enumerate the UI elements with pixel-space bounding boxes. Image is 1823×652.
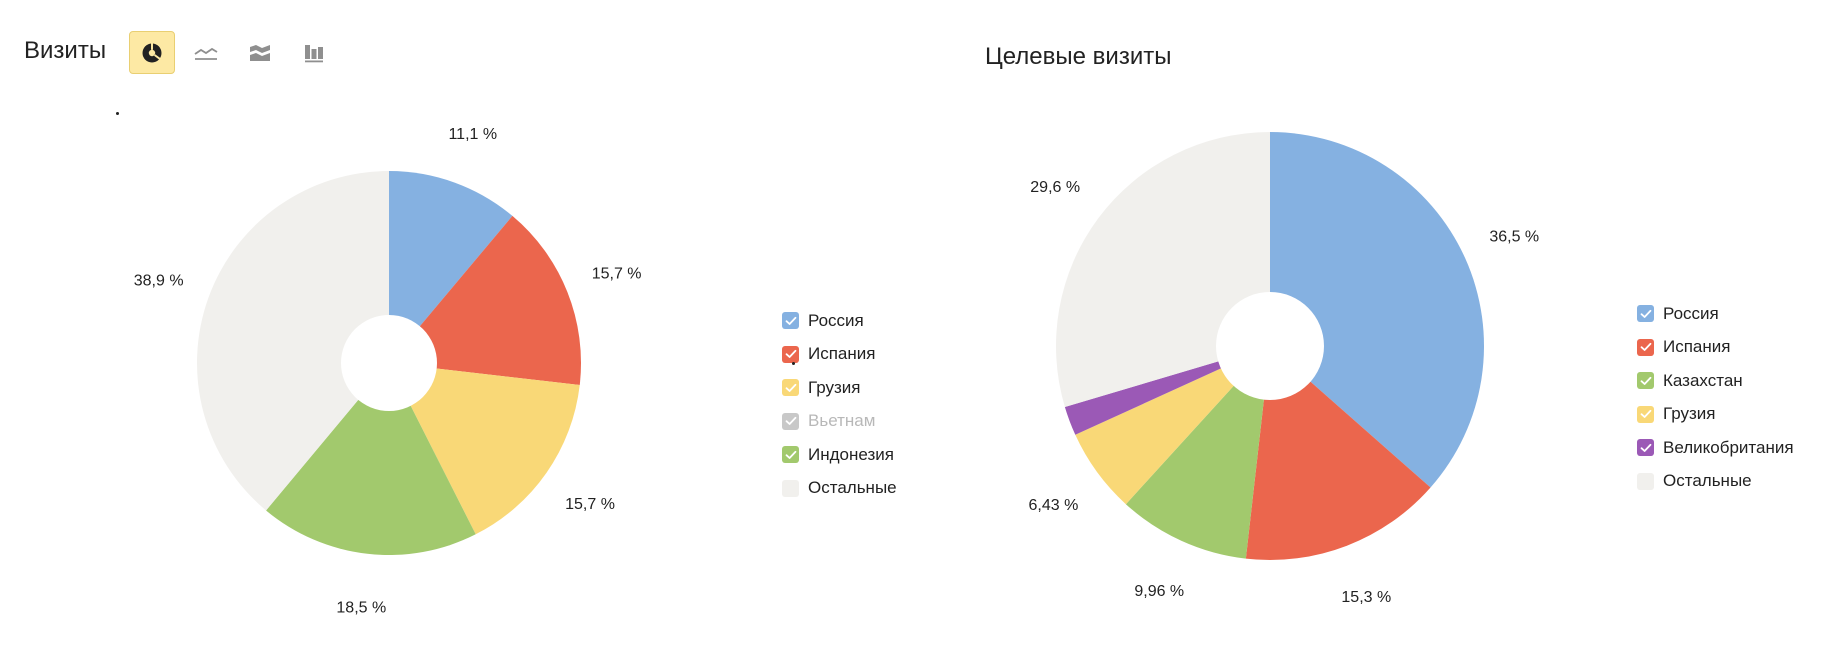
pie-slice-остальные[interactable]: [1056, 132, 1270, 407]
legend-label: Остальные: [1663, 471, 1752, 491]
legend-item-индонезия[interactable]: Индонезия: [782, 438, 897, 472]
pie-slice-label: 6,43 %: [1029, 497, 1079, 514]
pie-slice-label: 38,9 %: [134, 273, 184, 290]
chart-title-target-visits: Целевые визиты: [985, 43, 1172, 70]
legend-item-остальные[interactable]: Остальные: [782, 472, 897, 506]
chart-title-visits: Визиты: [24, 37, 107, 64]
legend-label: Испания: [808, 344, 876, 364]
area-chart-button[interactable]: [237, 31, 283, 74]
pie-slice-label: 15,7 %: [592, 265, 642, 282]
pie-slice-label: 9,96 %: [1134, 583, 1184, 600]
pie-slice-label: 15,7 %: [565, 496, 615, 513]
pie-slice-остальные[interactable]: [196, 171, 389, 511]
checkbox-icon[interactable]: [782, 379, 799, 397]
pie-slice-label: 18,5 %: [336, 599, 386, 616]
stray-dot: [116, 112, 119, 115]
legend-item-россия[interactable]: Россия: [1637, 297, 1794, 331]
legend-item-россия[interactable]: Россия: [782, 304, 897, 338]
legend-label: Казахстан: [1663, 370, 1743, 390]
stray-dot: [792, 362, 795, 365]
pie-slice-казахстан[interactable]: [1125, 346, 1270, 559]
checkbox-icon[interactable]: [1637, 439, 1654, 457]
pie-slice-label: 29,6 %: [1030, 179, 1080, 196]
legend-label: Остальные: [808, 478, 897, 498]
line-chart-icon: [194, 47, 218, 60]
legend-item-великобритания[interactable]: Великобритания: [1637, 431, 1794, 465]
chart-type-toolbar: [129, 31, 337, 74]
legend-label: Грузия: [1663, 404, 1716, 424]
legend-label: Россия: [1663, 303, 1719, 323]
pie-chart-icon: [142, 43, 162, 62]
stacked-bar-chart-button[interactable]: [291, 31, 337, 74]
pie-slice-великобритания[interactable]: [1064, 346, 1270, 435]
pie-slice-label: 36,5 %: [1489, 229, 1539, 246]
checkbox-icon[interactable]: [782, 479, 799, 497]
area-chart-icon: [250, 44, 270, 61]
checkbox-icon[interactable]: [1637, 338, 1654, 356]
legend-item-испания[interactable]: Испания: [782, 338, 897, 372]
checkbox-icon[interactable]: [1637, 405, 1654, 423]
legend-item-вьетнам[interactable]: Вьетнам: [782, 405, 897, 439]
pie-slice-label: 11,1 %: [448, 126, 497, 143]
pie-slice-label: 15,3 %: [1341, 589, 1391, 606]
legend-label: Испания: [1663, 337, 1731, 357]
legend-item-грузия[interactable]: Грузия: [782, 371, 897, 405]
pie-slice-россия[interactable]: [1270, 132, 1485, 488]
legend-item-грузия[interactable]: Грузия: [1637, 398, 1794, 432]
checkbox-icon[interactable]: [1637, 372, 1654, 390]
checkbox-icon[interactable]: [782, 412, 799, 430]
checkbox-icon[interactable]: [782, 312, 799, 330]
checkbox-icon[interactable]: [1637, 305, 1654, 323]
legend-label: Великобритания: [1663, 437, 1794, 457]
checkbox-icon[interactable]: [782, 345, 799, 363]
legend-item-остальные[interactable]: Остальные: [1637, 465, 1794, 499]
legend-label: Грузия: [808, 377, 861, 397]
legend-label: Вьетнам: [808, 411, 876, 431]
checkbox-icon[interactable]: [1637, 472, 1654, 490]
line-chart-button[interactable]: [183, 31, 229, 74]
pie-slice-россия[interactable]: [389, 171, 513, 363]
legend-item-казахстан[interactable]: Казахстан: [1637, 364, 1794, 398]
pie-slice-индонезия[interactable]: [266, 363, 476, 555]
pie-slice-грузия[interactable]: [389, 363, 580, 535]
pie-chart-button[interactable]: [129, 31, 175, 74]
legend-target-visits: Россия Испания Казахстан Грузия Великобритан…: [1637, 297, 1794, 498]
legend-label: Индонезия: [808, 444, 894, 464]
donut-hole: [341, 315, 437, 411]
donut-hole: [1216, 292, 1324, 400]
pie-slice-испания[interactable]: [1245, 346, 1431, 560]
checkbox-icon[interactable]: [782, 446, 799, 464]
stacked-bar-chart-icon: [305, 44, 323, 62]
legend-visits: Россия Испания Грузия Вьетнам Индонезия Остал…: [782, 304, 897, 505]
legend-label: Россия: [808, 310, 864, 330]
pie-slice-грузия[interactable]: [1075, 346, 1270, 505]
pie-slice-испания[interactable]: [389, 215, 581, 385]
legend-item-испания[interactable]: Испания: [1637, 331, 1794, 365]
